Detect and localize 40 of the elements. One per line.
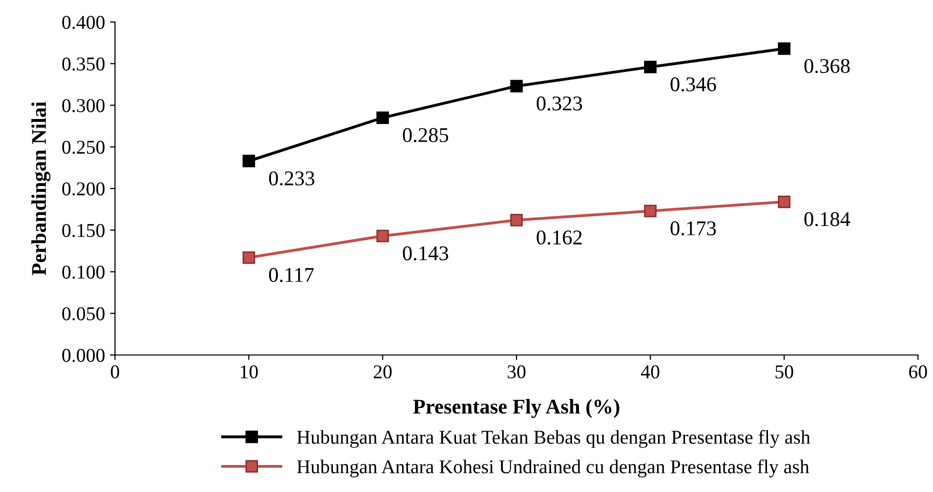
x-tick-label: 40	[640, 365, 660, 378]
point	[242, 154, 256, 168]
point	[510, 80, 523, 92]
data-label: 0.368	[804, 58, 850, 74]
y-axis-title: Perbandingan Nilai	[31, 102, 50, 276]
y-tick-label: 0.000	[62, 348, 105, 362]
y-tick-label: 0.200	[62, 182, 105, 196]
data-label: 0.173	[670, 221, 716, 236]
x-axis-title: Presentase Fly Ash (%)	[413, 399, 620, 418]
y-tick-label: 0.050	[62, 307, 105, 320]
data-label: 0.233	[269, 171, 314, 186]
y-tick-label: 0.150	[62, 224, 105, 238]
y-tick-label: 0.100	[62, 266, 105, 279]
x-tick-label: 0	[110, 365, 120, 378]
y-tick-label: 0.300	[62, 99, 105, 112]
x-tick-label: 50	[776, 365, 794, 378]
point	[644, 60, 657, 74]
data-label: 0.346	[670, 77, 716, 92]
data-label: 0.162	[536, 230, 582, 245]
point	[778, 196, 790, 208]
x-tick-label: 60	[909, 365, 927, 378]
x-tick-label: 30	[508, 365, 526, 378]
y-tick-label: 0.350	[62, 57, 105, 71]
data-label: 0.184	[804, 212, 850, 226]
x-tick-label: 10	[240, 365, 258, 378]
data-label: 0.143	[402, 246, 448, 260]
point	[644, 204, 657, 218]
x-tick-label: 20	[374, 365, 392, 378]
point	[778, 42, 790, 55]
y-tick-label: 0.400	[62, 16, 105, 30]
data-label: 0.323	[536, 96, 582, 111]
point	[510, 214, 523, 226]
point	[376, 230, 389, 242]
data-label: 0.285	[402, 128, 448, 142]
data-label: 0.117	[269, 268, 314, 282]
point	[376, 111, 389, 124]
point	[242, 251, 256, 264]
legend-label: Hubungan Antara Kuat Tekan Bebas qu dengan Presentase fly ash	[297, 430, 810, 448]
legend-label: Hubungan Antara Kohesi Undrained cu dengan Presentase fly ash	[297, 459, 810, 478]
y-tick-label: 0.250	[62, 140, 105, 154]
